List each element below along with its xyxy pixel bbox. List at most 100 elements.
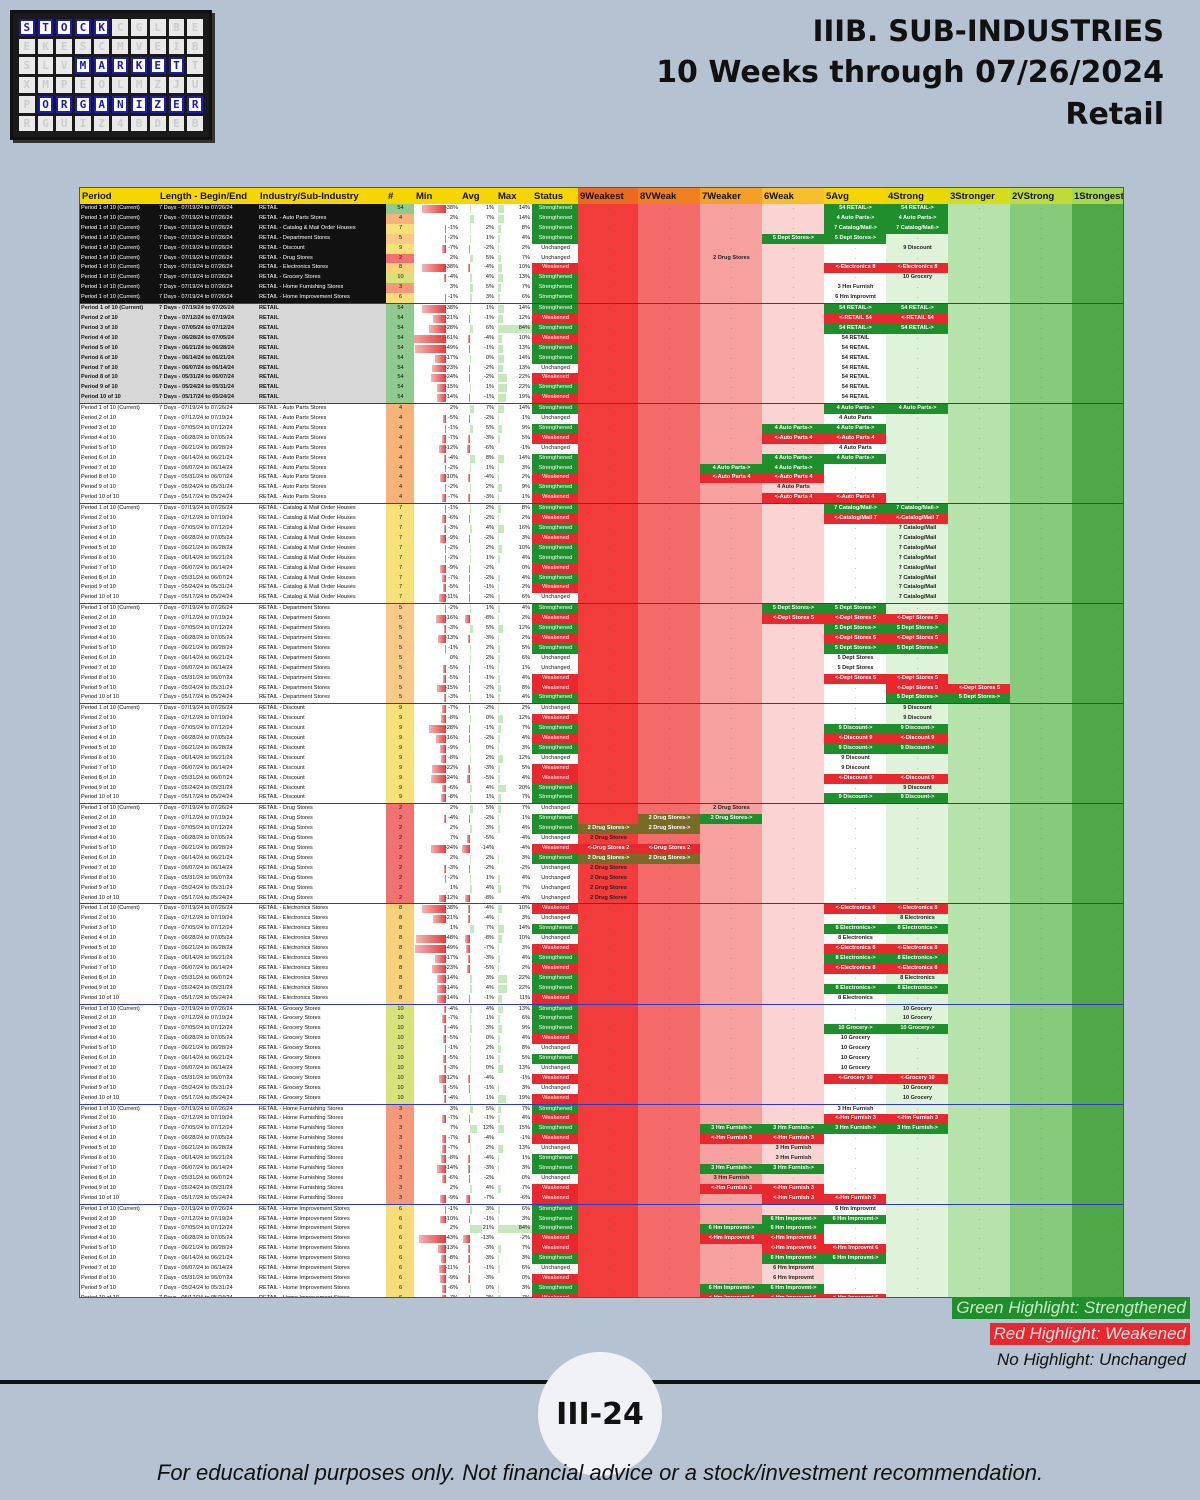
rank-cell: 54 RETAIL	[824, 363, 886, 374]
max-bar	[498, 1184, 501, 1193]
status-cell: Strengthened	[532, 423, 578, 434]
count-cell: 4	[386, 213, 414, 224]
rank-cell: .	[948, 293, 1010, 304]
rank-cell: .	[762, 343, 824, 354]
industry-cell: RETAIL - Home Furnishing Stores	[258, 283, 386, 294]
avg-cell: -4%	[460, 903, 496, 915]
length-cell: 7 Days - 06/28/24 to 07/05/24	[158, 333, 258, 344]
rank-cell: .	[1072, 1254, 1123, 1265]
table-row: Period 1 of 10 (Current) 7 Days - 07/19/2…	[80, 263, 1123, 274]
max-cell: 5%	[496, 1054, 532, 1064]
table-row: Period 10 of 10 7 Days - 05/17/24 to 05/2…	[80, 593, 1123, 604]
length-cell: 7 Days - 05/31/24 to 06/07/24	[159, 974, 233, 981]
avg-value: 1%	[485, 1015, 494, 1022]
rank-cell: 6 Hm Improvmt->	[762, 1214, 824, 1225]
length-cell: 7 Days - 05/31/24 to 06/07/24	[158, 373, 258, 384]
avg-value: -3%	[484, 954, 494, 961]
min-value: 2%	[449, 805, 458, 812]
status-cell: Unchanged	[541, 864, 570, 871]
rank-cell: .	[762, 683, 824, 694]
rank-cell: .	[1010, 503, 1072, 515]
rank-cell: .	[638, 533, 700, 544]
rank-cell: .	[762, 393, 824, 404]
rank-cell: .	[1010, 753, 1072, 764]
max-value: 4%	[521, 674, 530, 681]
avg-value: -2%	[484, 574, 494, 581]
avg-value: -7%	[484, 945, 494, 952]
column-header: Avg	[460, 188, 496, 204]
min-bar	[441, 574, 446, 583]
rank-cell: .	[1072, 963, 1123, 974]
length-cell: 7 Days - 06/28/24 to 07/05/24	[159, 1135, 233, 1142]
status-cell: Unchanged	[532, 803, 578, 815]
max-cell: 6%	[496, 654, 532, 664]
industry-cell: RETAIL - Home Improvement Stores	[259, 1274, 350, 1281]
rank-cell: <-Hm Furnish 3	[762, 1193, 824, 1205]
max-bar	[498, 1005, 504, 1014]
avg-value: 3%	[485, 1025, 494, 1032]
status-cell: Unchanged	[541, 594, 570, 601]
min-cell: -24%	[414, 774, 460, 784]
industry-cell: RETAIL - Drug Stores	[258, 803, 386, 815]
rank-cell: 7 Catalog/Mail	[886, 583, 948, 594]
industry-cell: RETAIL - Discount	[259, 784, 305, 791]
table-row: Period 5 of 10 7 Days - 06/21/24 to 06/28…	[80, 1144, 1123, 1155]
rank-cell: .	[762, 1034, 824, 1045]
rank-cell: .	[762, 1114, 824, 1125]
max-value: 7%	[521, 1184, 530, 1191]
rank-cell: .	[948, 773, 1010, 784]
min-bar	[438, 1074, 446, 1083]
rank-cell: 7 Catalog/Mail	[886, 543, 948, 554]
avg-cell: -14%	[460, 844, 496, 854]
max-cell: 14%	[496, 354, 532, 364]
rank-cell: .	[1010, 533, 1072, 544]
avg-bar	[470, 224, 472, 233]
rank-cell: .	[638, 983, 700, 994]
min-cell: -9%	[414, 534, 460, 544]
rank-cell: .	[1072, 313, 1123, 324]
avg-bar	[468, 415, 470, 423]
industry-cell: RETAIL - Home Improvement Stores	[259, 1225, 350, 1232]
avg-cell: -8%	[460, 894, 496, 904]
rank-cell: 4 Auto Parts	[824, 414, 886, 424]
status-cell: Unchanged	[541, 1265, 570, 1272]
rank-cell: .	[578, 253, 638, 264]
status-cell: Unchanged	[532, 703, 578, 715]
avg-value: -1%	[484, 994, 494, 1001]
max-cell: 2%	[496, 514, 532, 524]
avg-cell: -3%	[460, 1254, 496, 1264]
min-value: -28%	[444, 725, 458, 732]
max-bar	[498, 464, 500, 473]
rank-cell: .	[886, 414, 948, 424]
rank-cell: .	[638, 1083, 700, 1094]
max-value: 12%	[518, 625, 530, 632]
count-cell: 7	[386, 533, 414, 544]
status-cell: Strengthened	[532, 693, 578, 704]
rank-cell: .	[886, 1103, 948, 1115]
rank-cell: .	[1010, 1183, 1072, 1194]
rank-cell: .	[948, 273, 1010, 284]
status-cell: Weakened	[532, 963, 578, 974]
rank-cell: .	[886, 653, 948, 664]
rank-cell: .	[638, 914, 700, 925]
rank-cell: .	[948, 924, 1010, 935]
rank-cell: .	[1010, 703, 1072, 715]
period-cell: Period 5 of 10	[81, 644, 116, 651]
rank-cell: .	[1010, 1283, 1072, 1294]
industry-cell: RETAIL - Home Furnishing Stores	[259, 1125, 344, 1132]
period-cell: Period 8 of 10	[81, 674, 116, 681]
count-cell: 5	[386, 603, 414, 615]
length-cell: 7 Days - 06/14/24 to 06/21/24	[159, 1255, 233, 1262]
logo-filler: B	[187, 39, 203, 55]
rank-cell: .	[948, 1003, 1010, 1015]
rank-cell: .	[638, 1283, 700, 1294]
max-cell: 13%	[496, 344, 532, 354]
rank-cell: .	[638, 903, 700, 915]
max-cell: 8%	[496, 1044, 532, 1054]
rank-cell: .	[578, 524, 638, 534]
rank-cell: .	[1010, 204, 1072, 214]
status-cell: Strengthened	[532, 323, 578, 334]
rank-cell: .	[1010, 914, 1072, 925]
avg-value: -3%	[484, 434, 494, 441]
min-value: -14%	[444, 994, 458, 1001]
